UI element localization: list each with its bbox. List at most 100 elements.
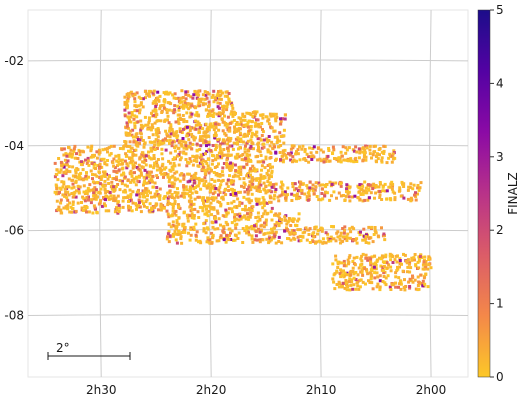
data-point	[62, 182, 66, 186]
data-point	[173, 171, 177, 175]
data-point	[354, 278, 358, 281]
data-point	[229, 102, 233, 106]
data-point	[113, 210, 117, 214]
data-point	[246, 191, 250, 194]
data-point	[54, 183, 58, 187]
data-point	[95, 174, 99, 178]
data-point	[265, 115, 269, 119]
data-point	[279, 158, 282, 162]
data-point	[147, 175, 151, 179]
data-point	[164, 148, 168, 152]
data-point	[104, 147, 107, 151]
data-point	[275, 141, 279, 144]
data-point	[368, 144, 372, 148]
data-point	[417, 259, 421, 263]
data-point	[346, 285, 349, 289]
data-point	[350, 195, 354, 199]
data-point	[221, 214, 225, 218]
data-point	[92, 204, 96, 208]
data-point	[274, 182, 278, 186]
data-point	[226, 102, 230, 106]
data-point	[146, 194, 149, 198]
data-point	[241, 112, 245, 116]
data-point	[194, 190, 198, 194]
data-point	[226, 146, 230, 150]
data-point	[192, 138, 196, 142]
data-point	[127, 111, 131, 115]
data-point	[266, 169, 270, 173]
data-point	[190, 112, 194, 116]
data-point	[228, 234, 231, 237]
data-point	[297, 217, 301, 221]
data-point	[166, 203, 170, 207]
data-point	[106, 150, 109, 154]
data-point	[165, 237, 169, 241]
data-point	[261, 176, 265, 180]
data-point	[329, 235, 333, 239]
data-point	[186, 219, 190, 223]
data-point	[264, 223, 268, 227]
data-point	[170, 140, 174, 144]
grid-line-y-0	[27, 59, 469, 62]
data-point	[147, 121, 151, 125]
data-point	[385, 189, 389, 193]
data-point	[250, 131, 254, 135]
data-point	[83, 192, 87, 196]
data-point	[89, 147, 93, 151]
data-point	[247, 119, 251, 123]
data-point	[357, 147, 361, 151]
data-point	[408, 277, 412, 281]
data-point	[329, 239, 333, 243]
data-point	[70, 186, 74, 190]
data-point	[124, 140, 128, 144]
data-point	[398, 186, 402, 190]
data-point	[249, 199, 253, 203]
data-point	[177, 230, 181, 234]
data-point	[184, 144, 188, 148]
data-point	[132, 177, 136, 181]
data-point	[205, 186, 209, 190]
data-point	[71, 178, 75, 182]
data-point	[125, 184, 129, 188]
data-point	[135, 193, 139, 197]
data-point	[126, 104, 129, 108]
data-point	[243, 118, 247, 122]
data-point	[214, 216, 217, 220]
data-point	[154, 109, 158, 113]
data-point	[166, 212, 170, 216]
data-point	[380, 226, 383, 230]
data-point	[86, 159, 90, 163]
data-point	[189, 233, 193, 237]
data-point	[399, 282, 403, 286]
data-point	[367, 279, 370, 283]
data-point	[353, 194, 357, 198]
data-point	[207, 157, 211, 161]
data-point	[175, 130, 179, 134]
data-point	[203, 212, 207, 216]
data-point	[242, 215, 246, 219]
data-point	[389, 258, 393, 262]
data-point	[65, 196, 69, 200]
data-point	[410, 258, 414, 262]
data-point	[192, 159, 196, 163]
data-point	[167, 195, 171, 199]
data-point	[335, 270, 339, 274]
data-point	[205, 130, 209, 134]
data-point	[91, 153, 95, 157]
data-point	[109, 194, 113, 198]
data-point	[158, 107, 162, 111]
data-point	[246, 149, 250, 153]
data-point	[288, 232, 292, 236]
data-point	[389, 182, 393, 186]
data-point	[185, 120, 189, 123]
data-point	[374, 191, 378, 195]
data-point	[308, 180, 312, 184]
data-point	[352, 149, 356, 153]
data-point	[223, 114, 226, 118]
data-point	[284, 154, 288, 157]
data-point	[60, 163, 64, 167]
data-point	[237, 138, 241, 141]
data-point	[239, 120, 243, 124]
data-point	[242, 177, 246, 181]
data-point	[150, 195, 153, 199]
